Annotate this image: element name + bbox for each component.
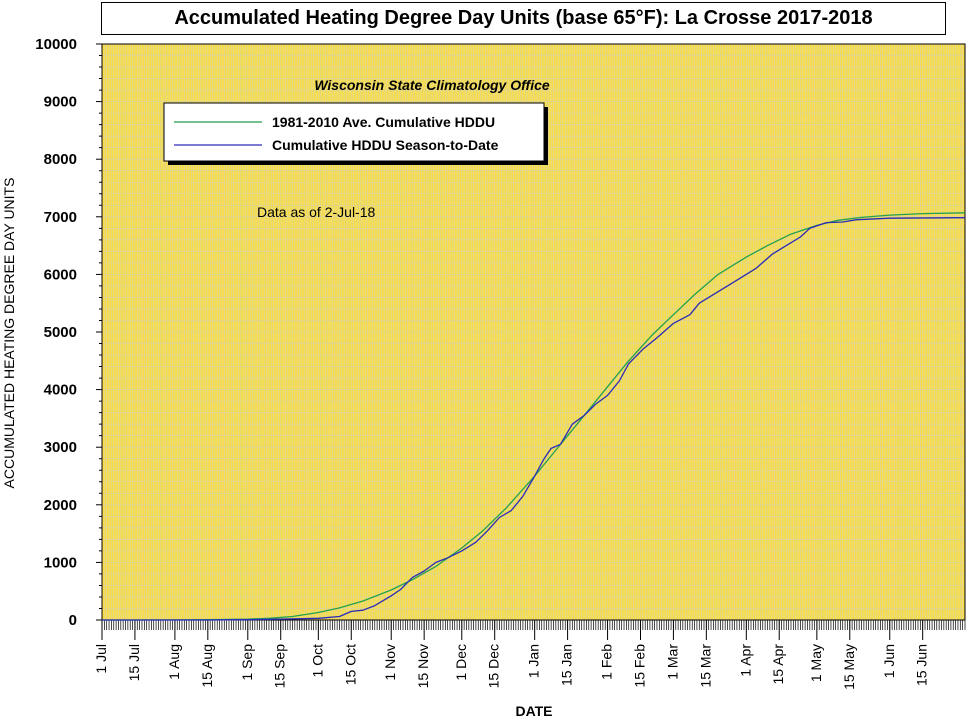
x-tick-label: 1 Feb bbox=[599, 644, 615, 680]
legend-label-season: Cumulative HDDU Season-to-Date bbox=[272, 137, 499, 153]
x-tick-label: 15 Feb bbox=[632, 644, 648, 688]
x-axis-label: DATE bbox=[515, 703, 552, 719]
x-day-ticks bbox=[101, 620, 966, 630]
x-tick-label: 1 Jan bbox=[526, 644, 542, 678]
series-lines bbox=[101, 212, 966, 621]
x-tick-label: 1 Jun bbox=[881, 644, 897, 678]
x-tick-label: 15 Jan bbox=[559, 644, 575, 686]
y-tick-label: 7000 bbox=[44, 209, 77, 226]
x-tick-label: 15 Mar bbox=[697, 644, 713, 688]
y-tick-label: 1000 bbox=[44, 554, 77, 571]
y-tick-label: 3000 bbox=[44, 439, 77, 456]
legend-box bbox=[163, 102, 545, 162]
x-tick-label: 15 Dec bbox=[486, 644, 502, 688]
y-axis-label: ACCUMULATED HEATING DEGREE DAY UNITS bbox=[1, 178, 17, 489]
x-tick-label: 15 May bbox=[841, 644, 857, 690]
x-tick-label: 1 Sep bbox=[239, 644, 255, 681]
axes: 0 1000 2000 3000 4000 5000 6000 7000 8000 9000 100… bbox=[35, 36, 966, 690]
legend-label-average: 1981-2010 Ave. Cumulative HDDU bbox=[272, 114, 495, 130]
x-tick-label: 15 Oct bbox=[342, 644, 358, 685]
x-tick-label: 15 Jul bbox=[126, 644, 142, 681]
y-minor-ticks bbox=[99, 55, 102, 609]
legend: 1981-2010 Ave. Cumulative HDDU Cumulativ… bbox=[163, 102, 548, 165]
series-line-1 bbox=[102, 217, 966, 621]
x-tick-label: 15 Aug bbox=[199, 644, 215, 688]
chart-subtitle: Wisconsin State Climatology Office bbox=[314, 77, 550, 93]
x-tick-label: 1 Nov bbox=[382, 644, 398, 681]
x-tick-label: 15 Sep bbox=[272, 644, 288, 689]
y-tick-label: 0 bbox=[69, 612, 77, 629]
x-tick-label: 1 Mar bbox=[664, 644, 680, 680]
y-tick-label: 6000 bbox=[44, 266, 77, 283]
y-tick-label: 5000 bbox=[44, 324, 77, 341]
data-as-of-annotation: Data as of 2-Jul-18 bbox=[257, 204, 375, 220]
y-tick-label: 4000 bbox=[44, 382, 77, 399]
y-tick-label: 10000 bbox=[35, 36, 77, 53]
x-tick-label: 1 Jul bbox=[93, 644, 109, 674]
x-tick-label: 15 Jun bbox=[914, 644, 930, 686]
x-tick-label: 15 Apr bbox=[770, 644, 786, 685]
y-tick-label: 2000 bbox=[44, 497, 77, 514]
x-tick-label: 1 Oct bbox=[309, 644, 325, 678]
x-tick-label: 1 Dec bbox=[453, 644, 469, 681]
x-tick-label: 15 Nov bbox=[415, 644, 431, 688]
chart-title: Accumulated Heating Degree Day Units (ba… bbox=[101, 2, 946, 35]
grid bbox=[101, 43, 966, 621]
x-tick-label: 1 May bbox=[808, 644, 824, 682]
y-tick-label: 8000 bbox=[44, 151, 77, 168]
x-tick-label: 1 Aug bbox=[166, 644, 182, 680]
series-line-0 bbox=[101, 212, 966, 621]
y-tick-label: 9000 bbox=[44, 94, 77, 111]
x-tick-label: 1 Apr bbox=[737, 644, 753, 677]
